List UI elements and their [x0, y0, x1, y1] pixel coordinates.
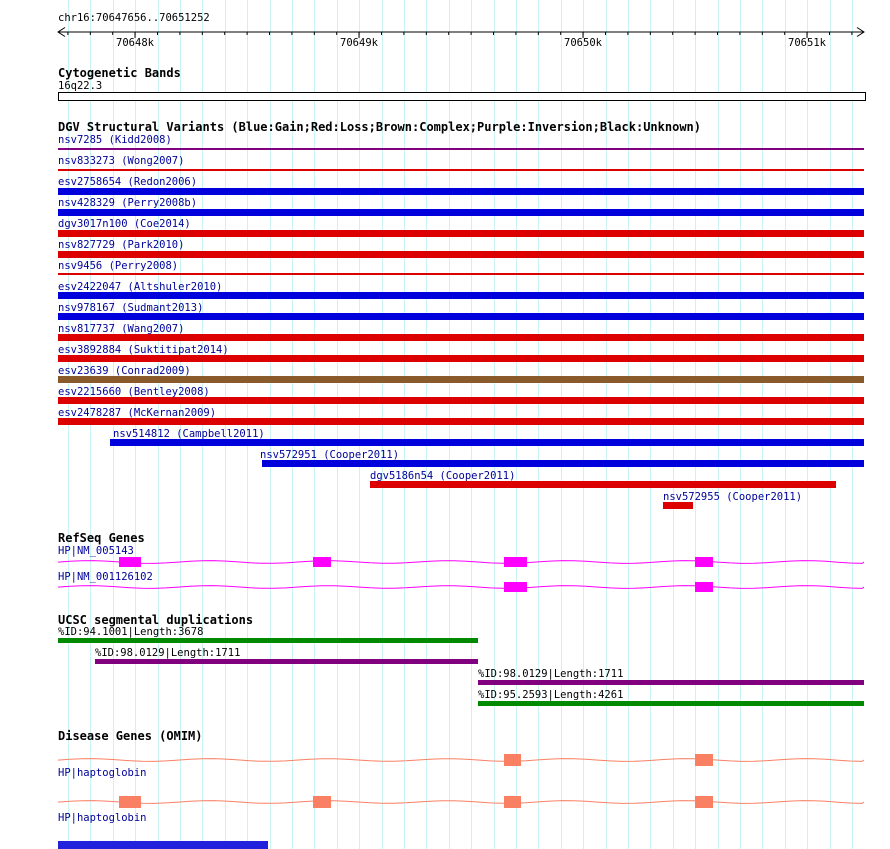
- gene-label[interactable]: HP|haptoglobin: [58, 812, 147, 824]
- cytoband-label: 16q22.3: [58, 80, 103, 92]
- variant-bar[interactable]: [58, 376, 864, 383]
- gene-exon[interactable]: [695, 796, 713, 808]
- variant-label[interactable]: nsv817737 (Wang2007): [58, 323, 185, 335]
- gene-intron-line[interactable]: [57, 800, 865, 804]
- variant-label[interactable]: dgv5186n54 (Cooper2011): [370, 470, 516, 482]
- segdup-bar[interactable]: [478, 680, 864, 685]
- variant-label[interactable]: nsv827729 (Park2010): [58, 239, 185, 251]
- section-title-cytogenetic: Cytogenetic Bands: [58, 66, 181, 80]
- variant-label[interactable]: nsv572951 (Cooper2011): [260, 449, 400, 461]
- variant-label[interactable]: esv3892884 (Suktitipat2014): [58, 344, 229, 356]
- ruler-tick-label: 70651k: [788, 37, 826, 49]
- variant-bar[interactable]: [663, 502, 693, 509]
- variant-bar[interactable]: [58, 418, 864, 425]
- variant-label[interactable]: esv2215660 (Bentley2008): [58, 386, 210, 398]
- variant-bar[interactable]: [370, 481, 836, 488]
- variant-label[interactable]: nsv9456 (Perry2008): [58, 260, 179, 272]
- variant-label[interactable]: nsv833273 (Wong2007): [58, 155, 185, 167]
- segdup-bar[interactable]: [58, 638, 478, 643]
- variant-label[interactable]: esv2478287 (McKernan2009): [58, 407, 217, 419]
- variant-label[interactable]: esv2422047 (Altshuler2010): [58, 281, 223, 293]
- section-title-dgv: DGV Structural Variants (Blue:Gain;Red:L…: [58, 120, 701, 134]
- variant-label[interactable]: nsv514812 (Campbell2011): [113, 428, 265, 440]
- gene-intron-line[interactable]: [57, 758, 865, 762]
- gene-exon[interactable]: [313, 557, 331, 567]
- variant-bar[interactable]: [58, 273, 864, 275]
- variant-label[interactable]: nsv572955 (Cooper2011): [663, 491, 803, 503]
- gene-exon[interactable]: [119, 557, 141, 567]
- variant-bar[interactable]: [58, 169, 864, 171]
- gene-label[interactable]: HP|NM_001126102: [58, 571, 153, 583]
- variant-bar[interactable]: [58, 397, 864, 404]
- segdup-bar[interactable]: [478, 701, 864, 706]
- variant-bar[interactable]: [58, 292, 864, 299]
- clipped-track-bar[interactable]: [58, 841, 268, 849]
- gene-intron-line[interactable]: [57, 585, 865, 589]
- coordinate-ruler[interactable]: [0, 24, 890, 42]
- gene-exon[interactable]: [504, 754, 521, 766]
- variant-bar[interactable]: [58, 230, 864, 237]
- segdup-label[interactable]: %ID:98.0129|Length:1711: [95, 647, 241, 659]
- ruler-right-arrow-icon: [856, 27, 865, 37]
- gene-intron-line[interactable]: [57, 560, 865, 564]
- ruler-left-arrow-icon: [57, 27, 66, 37]
- variant-bar[interactable]: [58, 148, 864, 150]
- section-title-refseq: RefSeq Genes: [58, 531, 145, 545]
- segdup-label[interactable]: %ID:95.2593|Length:4261: [478, 689, 624, 701]
- variant-bar[interactable]: [58, 334, 864, 341]
- gene-exon[interactable]: [504, 796, 521, 808]
- gene-exon[interactable]: [695, 754, 713, 766]
- gene-label[interactable]: HP|haptoglobin: [58, 767, 147, 779]
- gene-exon[interactable]: [504, 582, 527, 592]
- variant-label[interactable]: nsv7285 (Kidd2008): [58, 134, 172, 146]
- gene-label[interactable]: HP|NM_005143: [58, 545, 134, 557]
- gene-exon[interactable]: [695, 557, 713, 567]
- variant-label[interactable]: nsv428329 (Perry2008b): [58, 197, 198, 209]
- variant-label[interactable]: nsv978167 (Sudmant2013): [58, 302, 204, 314]
- ruler-tick-label: 70648k: [116, 37, 154, 49]
- variant-bar[interactable]: [58, 355, 864, 362]
- segdup-label[interactable]: %ID:94.1001|Length:3678: [58, 626, 204, 638]
- variant-bar[interactable]: [262, 460, 864, 467]
- region-label: chr16:70647656..70651252: [58, 12, 210, 24]
- variant-bar[interactable]: [58, 188, 864, 195]
- variant-label[interactable]: dgv3017n100 (Coe2014): [58, 218, 191, 230]
- ruler-tick-label: 70650k: [564, 37, 602, 49]
- cytoband-bar[interactable]: [58, 92, 866, 101]
- section-title-omim: Disease Genes (OMIM): [58, 729, 203, 743]
- gene-exon[interactable]: [504, 557, 527, 567]
- gene-exon[interactable]: [313, 796, 331, 808]
- ruler-tick-label: 70649k: [340, 37, 378, 49]
- segdup-label[interactable]: %ID:98.0129|Length:1711: [478, 668, 624, 680]
- variant-bar[interactable]: [58, 313, 864, 320]
- gene-exon[interactable]: [695, 582, 713, 592]
- variant-bar[interactable]: [58, 209, 864, 216]
- variant-bar[interactable]: [58, 251, 864, 258]
- segdup-bar[interactable]: [95, 659, 478, 664]
- variant-label[interactable]: esv2758654 (Redon2006): [58, 176, 198, 188]
- gene-exon[interactable]: [119, 796, 141, 808]
- section-title-segdup: UCSC segmental duplications: [58, 613, 254, 627]
- variant-bar[interactable]: [110, 439, 864, 446]
- variant-label[interactable]: esv23639 (Conrad2009): [58, 365, 191, 377]
